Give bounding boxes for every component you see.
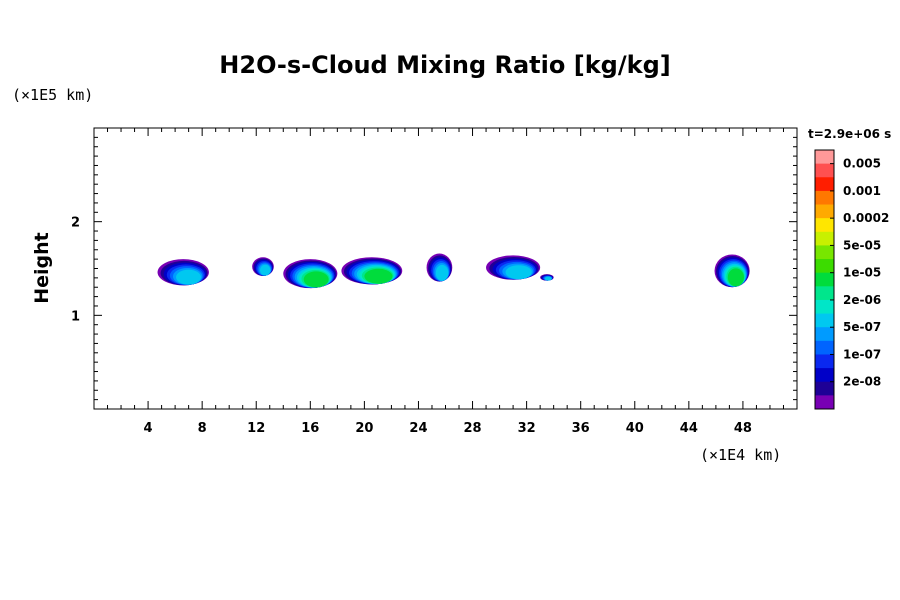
x-unit-label: (×1E4 km): [700, 446, 781, 464]
colorbar-swatch: [815, 327, 834, 342]
colorbar-swatch: [815, 272, 834, 287]
colorbar-swatch: [815, 163, 834, 178]
colorbar-frame: [814, 149, 835, 410]
cloud-level-fill: [435, 264, 449, 281]
cloud-blob: [283, 259, 338, 289]
colorbar-swatch: [815, 354, 834, 369]
y-unit-label: (×1E5 km): [12, 86, 93, 104]
colorbar-label: 0.005: [843, 157, 881, 171]
y-axis-label: Height: [31, 232, 53, 304]
y-tick-label: 1: [71, 309, 80, 324]
cloud-blob: [426, 253, 453, 282]
x-tick-label: 16: [301, 421, 319, 436]
x-tick-label: 32: [518, 421, 536, 436]
colorbar-swatch: [815, 286, 834, 301]
colorbar-swatch: [815, 340, 834, 355]
colorbar-swatch: [815, 368, 834, 383]
x-tick-label: 44: [680, 421, 698, 436]
colorbar-swatch: [815, 299, 834, 314]
colorbar-label: 2e-06: [843, 293, 881, 307]
chart-title: H2O-s-Cloud Mixing Ratio [kg/kg]: [219, 51, 670, 79]
time-label: t=2.9e+06 s: [808, 127, 891, 141]
x-tick-label: 12: [247, 421, 265, 436]
colorbar-label: 2e-08: [843, 375, 881, 389]
cloud-level-fill: [505, 265, 532, 280]
y-tick-label: 2: [71, 216, 80, 231]
cloud-blob: [714, 254, 750, 288]
x-tick-label: 48: [734, 421, 752, 436]
cloud-level-fill: [259, 264, 271, 276]
cloud-level-fill: [176, 269, 201, 285]
colorbar-label: 1e-05: [843, 266, 881, 280]
cloud-blob: [157, 259, 209, 286]
colorbar-label: 0.001: [843, 184, 881, 198]
x-tick-label: 36: [572, 421, 590, 436]
colorbar-swatch: [815, 245, 834, 260]
colorbar-label: 0.0002: [843, 211, 889, 225]
x-tick-label: 4: [144, 421, 153, 436]
x-tick-label: 8: [198, 421, 207, 436]
colorbar-swatch: [815, 150, 834, 165]
cloud-level-fill: [364, 268, 393, 284]
x-tick-label: 20: [355, 421, 373, 436]
colorbar-label: 5e-05: [843, 238, 881, 252]
colorbar-label: 1e-07: [843, 347, 881, 361]
colorbar-label: 5e-07: [843, 320, 881, 334]
cloud-level-fill: [303, 271, 329, 288]
cloud-blob: [486, 255, 541, 280]
colorbar-swatch: [815, 190, 834, 205]
colorbar-swatch: [815, 231, 834, 246]
x-tick-label: 28: [463, 421, 481, 436]
x-tick-label: 40: [626, 421, 644, 436]
cloud-blob: [540, 274, 554, 281]
colorbar: 0.005 0.001 0.0002 5e-05 1e-05 2e-06 5e-07 1e-0…: [814, 149, 889, 410]
colorbar-swatch: [815, 313, 834, 328]
cloud-level-fill: [545, 276, 552, 281]
colorbar-swatch: [815, 218, 834, 233]
cloud-blob: [341, 257, 403, 285]
x-tick-label: 24: [409, 421, 427, 436]
cloud-level-fill: [727, 268, 744, 287]
colorbar-swatch: [815, 395, 834, 410]
colorbar-swatch: [815, 381, 834, 396]
colorbar-swatch: [815, 259, 834, 274]
colorbar-swatch: [815, 204, 834, 219]
cloud-blob: [252, 257, 274, 276]
cloud-layer: [157, 253, 750, 289]
colorbar-swatch: [815, 177, 834, 192]
